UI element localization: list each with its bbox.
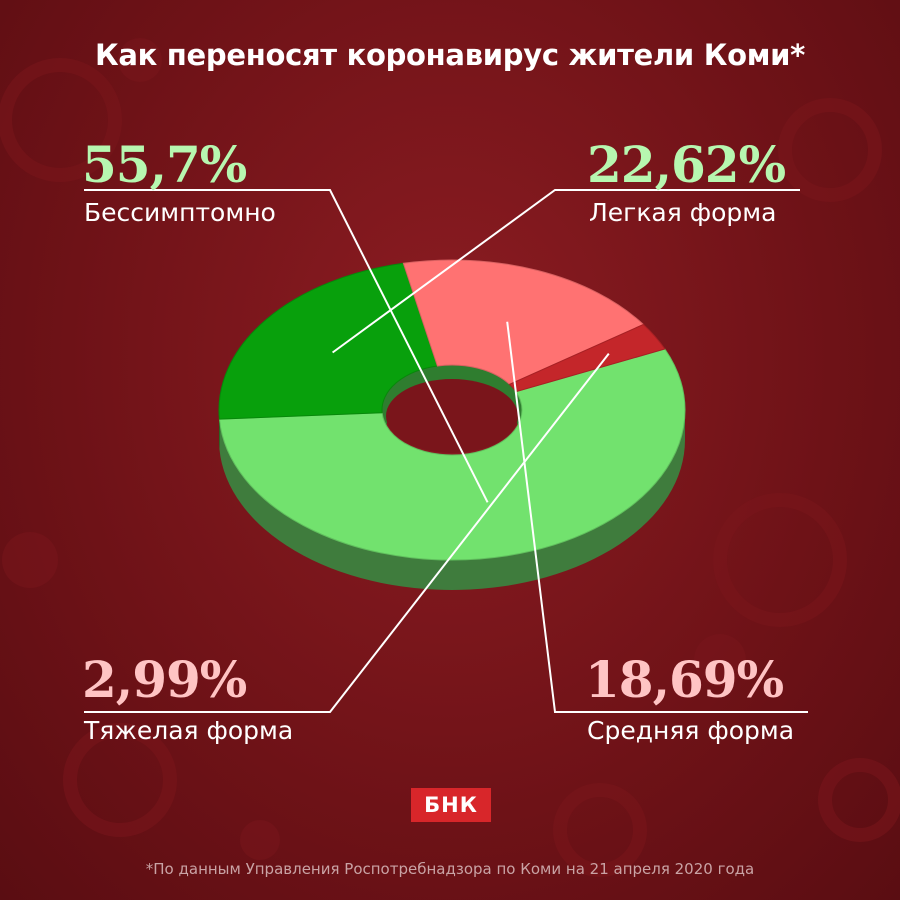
footnote: *По данным Управления Роспотребнадзора п…	[145, 860, 755, 878]
donut-tops	[218, 259, 686, 561]
slice-value-mild: 22,62%	[587, 135, 786, 194]
leader-asymptomatic	[84, 189, 489, 503]
slice-label-severe: Тяжелая форма	[84, 716, 294, 745]
leader-severe	[84, 352, 610, 713]
slice-label-mild: Легкая форма	[589, 198, 777, 227]
slice-value-asymptomatic: 55,7%	[82, 135, 247, 194]
slice-value-severe: 2,99%	[82, 650, 247, 709]
donut-hole-wall	[382, 365, 522, 440]
slice-label-asymptomatic: Бессимптомно	[84, 198, 276, 227]
slice-moderate	[402, 259, 645, 385]
leader-lines	[84, 189, 808, 713]
slice-side-asymptomatic	[219, 410, 686, 591]
bnk-logo: БНК	[411, 788, 491, 822]
slice-label-moderate: Средняя форма	[587, 716, 795, 745]
slice-value-moderate: 18,69%	[585, 650, 784, 709]
leader-moderate	[506, 321, 808, 713]
chart-title: Как переносят коронавирус жители Коми*	[94, 38, 806, 72]
donut-hole	[386, 379, 518, 453]
slice-mild	[218, 262, 439, 420]
leader-mild	[332, 189, 800, 354]
slice-asymptomatic	[218, 348, 686, 561]
